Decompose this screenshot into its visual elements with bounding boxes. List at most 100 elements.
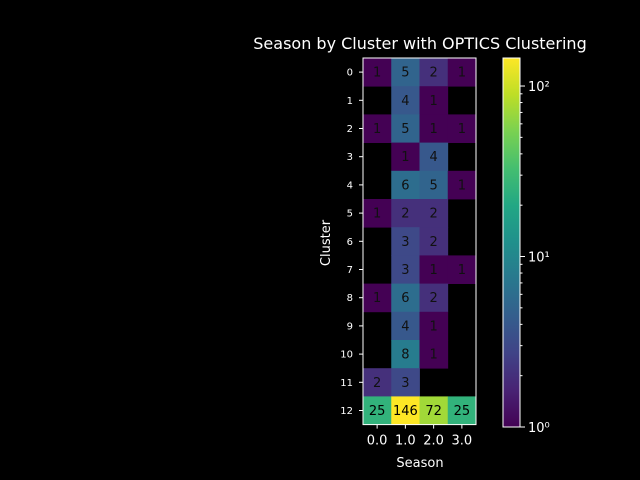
x-tick-label: 1.0 [395, 434, 416, 449]
heatmap-cell [391, 283, 420, 313]
cell-value-label: 1 [373, 122, 381, 137]
cell-value-label: 25 [369, 404, 386, 419]
cell-value-label: 1 [458, 263, 466, 278]
cell-value-label: 1 [458, 122, 466, 137]
heatmap-cell [419, 396, 449, 425]
x-axis-label: Season [396, 456, 443, 471]
cell-value-label: 5 [401, 66, 409, 81]
cell-value-label: 4 [401, 94, 409, 109]
heatmap-cell [363, 283, 392, 313]
heatmap-cell [391, 199, 420, 228]
y-tick-label: 5 [347, 209, 353, 220]
heatmap-cell [447, 58, 477, 87]
colorbar-tick-label: 10⁰ [528, 421, 550, 436]
cell-value-label: 6 [401, 291, 409, 306]
heatmap-cell [447, 255, 477, 284]
heatmap-cell [419, 227, 449, 256]
cell-value-label: 5 [401, 122, 409, 137]
cell-value-label: 5 [429, 178, 437, 193]
cell-value-label: 2 [429, 235, 437, 250]
cell-value-label: 4 [401, 319, 409, 334]
heatmap-cell [419, 255, 449, 284]
cell-value-label: 2 [429, 291, 437, 306]
cell-value-label: 1 [429, 122, 437, 137]
y-tick-label: 11 [340, 378, 353, 389]
x-tick-label: 3.0 [452, 434, 473, 449]
colorbar-tick-label: 10² [528, 80, 550, 95]
colorbar: 10⁰ 10¹ 10² [502, 57, 550, 436]
heatmap-cell [391, 340, 420, 369]
colorbar-frame [502, 57, 521, 428]
cell-value-label: 1 [458, 178, 466, 193]
y-tick-label: 10 [340, 350, 353, 361]
heatmap-cell [391, 396, 420, 425]
heatmap-cell [391, 170, 420, 200]
y-tick-label: 4 [347, 180, 353, 191]
heatmap-cell [391, 255, 420, 284]
heatmap-cell [391, 142, 420, 172]
y-tick-label: 7 [347, 265, 353, 276]
cell-value-label: 25 [454, 404, 471, 419]
heatmap-cell [363, 368, 392, 397]
heatmap-cell [419, 283, 449, 313]
heatmap-cell [391, 227, 420, 256]
chart-title: Season by Cluster with OPTICS Clustering [253, 34, 586, 53]
cell-value-label: 72 [425, 404, 442, 419]
heatmap-cell [447, 396, 477, 425]
cell-value-label: 6 [401, 178, 409, 193]
heatmap-cell [419, 199, 449, 228]
cell-value-label: 3 [401, 263, 409, 278]
heatmap-cell-labels: 1 5 2 14 11 5 1 11 46 5 11 2 23 23 1 11 6 24 18 12 325 146 72 2… [369, 66, 470, 419]
x-tick-label: 0.0 [367, 434, 388, 449]
cell-value-label: 3 [401, 235, 409, 250]
cell-value-label: 1 [373, 66, 381, 81]
cell-value-label: 2 [429, 207, 437, 222]
heatmap-cell [363, 114, 392, 143]
x-tick-label: 2.0 [423, 434, 444, 449]
cell-value-label: 2 [401, 207, 409, 222]
heatmap-cell [391, 86, 420, 115]
x-axis-ticks: 0.0 1.0 2.0 3.0 [367, 424, 473, 449]
cell-value-label: 2 [429, 66, 437, 81]
cell-value-label: 1 [429, 319, 437, 334]
heatmap-cell [419, 340, 449, 369]
heatmap-cell [391, 311, 420, 341]
heatmap-cell [363, 396, 392, 425]
cell-value-label: 1 [373, 291, 381, 306]
cell-value-label: 8 [401, 348, 409, 363]
cell-value-label: 1 [373, 207, 381, 222]
cell-value-label: 2 [373, 376, 381, 391]
colorbar-tick-label: 10¹ [528, 251, 550, 266]
heatmap-cell [391, 368, 420, 397]
heatmap-cell [419, 86, 449, 115]
cell-value-label: 1 [429, 263, 437, 278]
heatmap-cell [419, 142, 449, 172]
y-tick-label: 12 [340, 406, 353, 417]
y-tick-label: 1 [347, 96, 353, 107]
y-tick-label: 6 [347, 237, 353, 248]
heatmap-cell [419, 114, 449, 143]
y-tick-label: 2 [347, 124, 353, 135]
cell-value-label: 4 [429, 150, 437, 165]
cell-value-label: 1 [429, 94, 437, 109]
y-axis-label: Cluster [319, 219, 334, 266]
y-tick-label: 8 [347, 293, 353, 304]
cell-value-label: 1 [458, 66, 466, 81]
y-tick-label: 0 [347, 68, 353, 79]
cell-value-label: 1 [401, 150, 409, 165]
heatmap-cell [447, 170, 477, 200]
heatmap-cell [363, 58, 392, 87]
heatmap-cell [447, 114, 477, 143]
cell-value-label: 146 [393, 404, 418, 419]
cell-value-label: 1 [429, 348, 437, 363]
heatmap-cell [391, 58, 420, 87]
y-tick-label: 3 [347, 152, 353, 163]
cell-value-label: 3 [401, 376, 409, 391]
heatmap-cell [363, 199, 392, 228]
heatmap-cell [419, 58, 449, 87]
heatmap-cells [362, 57, 477, 426]
heatmap-cell [419, 170, 449, 200]
colorbar-gradient [503, 58, 520, 427]
